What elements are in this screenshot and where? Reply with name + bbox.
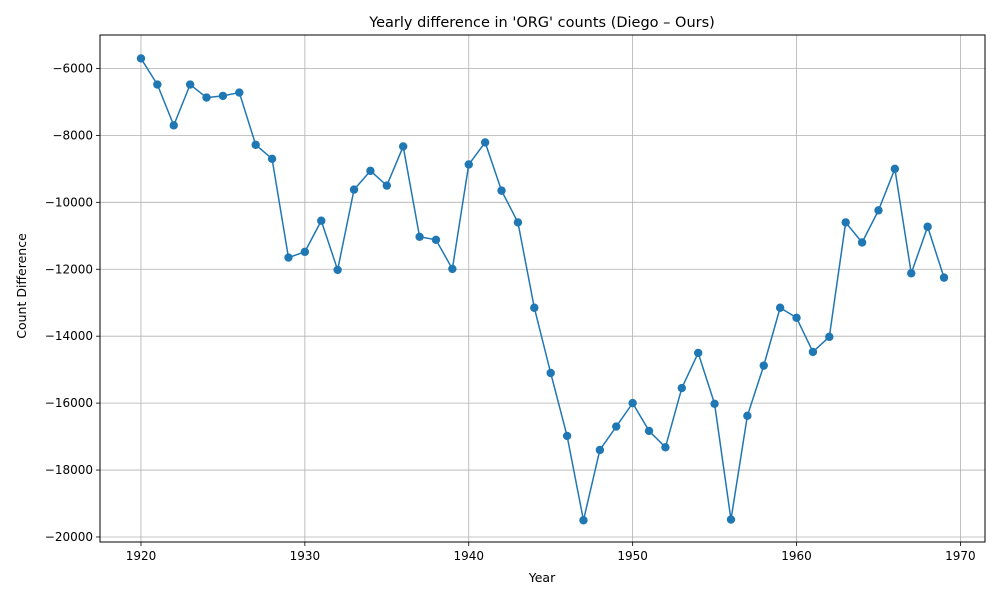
data-point <box>775 303 785 312</box>
y-tick-label: −18000 <box>45 463 93 477</box>
data-point <box>153 80 162 89</box>
data-point <box>284 253 293 262</box>
y-tick-label: −6000 <box>52 61 93 75</box>
y-tick-label: −14000 <box>45 329 93 343</box>
data-point <box>628 398 637 408</box>
data-point <box>710 399 719 408</box>
data-point <box>726 515 736 524</box>
data-point <box>546 368 555 378</box>
data-point <box>923 222 932 231</box>
data-point <box>415 232 424 241</box>
data-point <box>218 91 228 101</box>
data-point <box>382 181 392 190</box>
data-point <box>185 80 195 89</box>
data-point <box>841 218 850 227</box>
data-point <box>825 332 834 342</box>
plot-area-frame <box>99 34 986 543</box>
data-point <box>612 422 621 431</box>
data-point <box>661 443 670 452</box>
data-point <box>874 206 883 215</box>
data-point <box>743 411 752 421</box>
data-point <box>513 218 523 227</box>
x-tick-label: 1930 <box>290 549 321 563</box>
y-tick-label: −16000 <box>45 396 93 410</box>
data-point <box>857 238 867 247</box>
y-tick-label: −8000 <box>52 128 93 142</box>
data-point <box>644 426 654 436</box>
x-axis-label: Year <box>528 570 556 585</box>
data-point <box>464 160 473 169</box>
data-point <box>595 445 605 455</box>
data-point <box>333 265 342 275</box>
data-point <box>398 142 408 151</box>
data-point <box>366 166 375 176</box>
y-axis-label: Count Difference <box>14 233 29 339</box>
chart-title: Yearly difference in 'ORG' counts (Diego… <box>368 15 715 31</box>
data-point <box>480 138 490 147</box>
data-point <box>251 140 260 149</box>
y-tick-label: −10000 <box>45 195 93 209</box>
x-tick-label: 1960 <box>781 549 812 563</box>
data-point <box>235 88 244 97</box>
x-tick-label: 1940 <box>453 549 484 563</box>
data-point <box>267 154 277 164</box>
grid-lines <box>100 35 985 542</box>
data-point <box>202 93 211 102</box>
data-point <box>939 273 949 282</box>
y-tick-label: −12000 <box>45 262 93 276</box>
data-point <box>808 347 818 357</box>
series-line-path <box>140 58 945 521</box>
data-point <box>497 186 506 195</box>
data-point <box>562 431 572 441</box>
series-markers <box>136 54 949 525</box>
data-point <box>759 361 768 370</box>
data-point <box>890 164 900 174</box>
data-point <box>349 185 359 194</box>
series-line <box>140 58 945 521</box>
data-point <box>677 383 687 393</box>
y-axis-ticks: −20000 −18000 −16000 −14000 −12000 −10000 −800… <box>45 61 100 544</box>
data-point <box>448 264 457 274</box>
data-point <box>907 269 916 278</box>
x-tick-label: 1920 <box>126 549 157 563</box>
y-tick-label: −20000 <box>45 530 93 544</box>
data-point <box>579 516 588 525</box>
data-point <box>300 247 310 257</box>
data-point <box>693 348 703 358</box>
data-point <box>431 235 441 245</box>
data-point <box>136 54 146 63</box>
x-tick-label: 1970 <box>945 549 976 563</box>
x-tick-label: 1950 <box>617 549 648 563</box>
data-point <box>317 216 326 225</box>
x-axis-ticks: 1920 1930 1940 1950 1960 1970 <box>126 542 976 563</box>
data-point <box>792 313 801 322</box>
data-point <box>169 121 178 130</box>
data-point <box>530 303 539 312</box>
